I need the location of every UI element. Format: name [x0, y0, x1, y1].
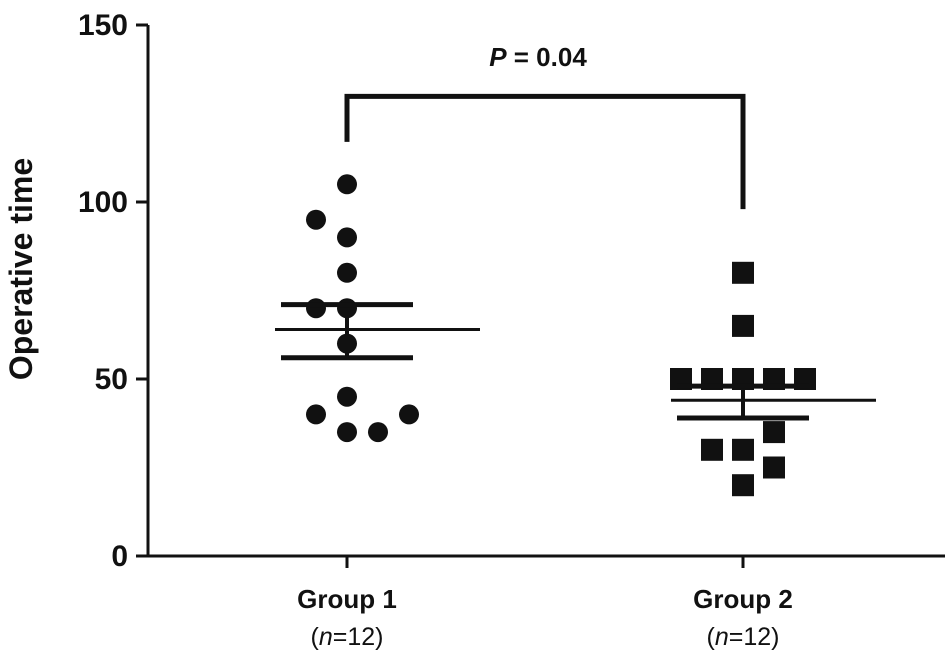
y-tick-label-50: 50 [95, 363, 128, 396]
point-group2-1 [732, 261, 754, 284]
category-n-label-2: (n=12) [707, 623, 780, 651]
point-group1-5 [306, 298, 326, 319]
mean-sem-bars [275, 302, 876, 421]
point-group1-3 [337, 227, 357, 248]
point-group1-9 [306, 404, 326, 425]
significance-bracket [344, 93, 746, 210]
y-tick-label-0: 0 [111, 540, 128, 573]
category-label-1: Group 1 [297, 584, 397, 614]
point-group1-8 [337, 386, 357, 407]
point-group2-12 [732, 474, 754, 497]
x-categories: Group 1 (n=12) Group 2 (n=12) [297, 556, 793, 651]
point-group2-10 [732, 438, 754, 461]
point-group1-4 [337, 262, 357, 283]
category-label-2: Group 2 [693, 584, 793, 614]
p-italic: P [489, 42, 507, 72]
point-group2-2 [732, 314, 754, 337]
data-points [306, 174, 816, 497]
point-group2-11 [763, 456, 785, 479]
p-text: = 0.04 [507, 42, 588, 72]
point-group1-12 [368, 422, 388, 443]
point-group1-11 [337, 422, 357, 443]
y-tick-label-100: 100 [78, 186, 128, 219]
y-axis-label: Operative time [3, 158, 39, 380]
point-group2-8 [763, 421, 785, 444]
y-tick-label-150: 150 [78, 9, 128, 42]
category-n-label-1: (n=12) [311, 623, 384, 651]
point-group1-10 [399, 404, 419, 425]
axes [146, 25, 945, 558]
significance-annotation: P = 0.04 [344, 42, 746, 210]
y-ticks: 0 50 100 150 [78, 9, 148, 573]
p-value-label: P = 0.04 [489, 42, 587, 72]
point-group1-1 [337, 174, 357, 195]
point-group2-9 [701, 438, 723, 461]
point-group1-2 [306, 209, 326, 230]
